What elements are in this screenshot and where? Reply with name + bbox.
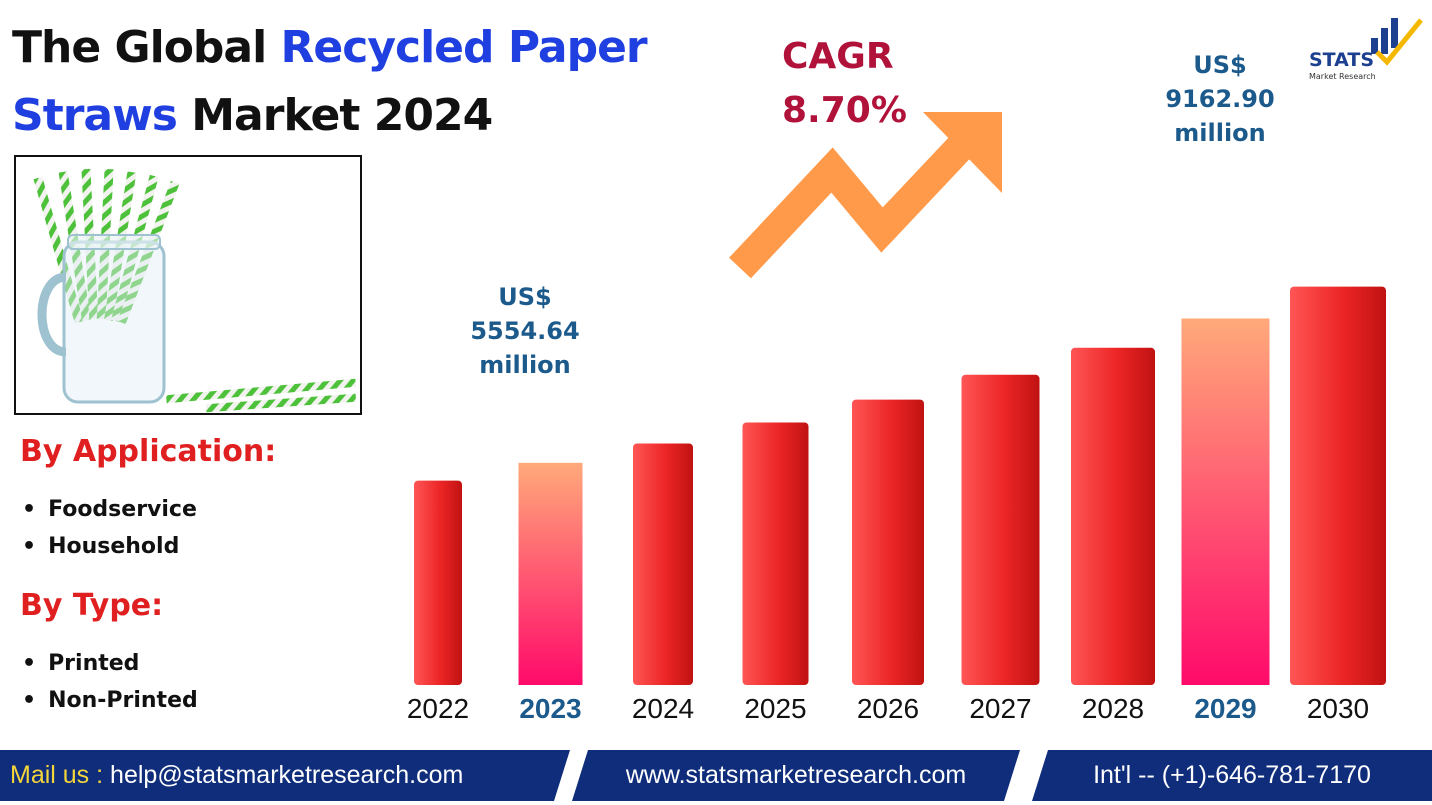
callout-2029: US$ 9162.90 million bbox=[1150, 48, 1290, 150]
bar-2026 bbox=[852, 399, 924, 685]
bar-2025 bbox=[742, 422, 809, 685]
bar-2024 bbox=[633, 443, 693, 685]
x-tick-label: 2027 bbox=[969, 693, 1031, 724]
x-tick-label: 2023 bbox=[519, 693, 581, 724]
x-tick-label: 2029 bbox=[1194, 693, 1256, 724]
footer-mail: Mail us : help@statsmarketresearch.com bbox=[0, 750, 570, 801]
list-item: Household bbox=[22, 528, 197, 565]
list-item: Foodservice bbox=[22, 491, 197, 528]
bar-2030 bbox=[1290, 286, 1386, 685]
callout-currency: US$ bbox=[498, 283, 552, 311]
email-link[interactable]: help@statsmarketresearch.com bbox=[110, 761, 464, 789]
callout-unit: million bbox=[479, 351, 571, 379]
callout-currency: US$ bbox=[1193, 51, 1247, 79]
list-item: Non-Printed bbox=[22, 682, 198, 719]
bar-chart-logo-icon: STATS Market Research bbox=[1309, 18, 1423, 81]
callout-unit: million bbox=[1174, 119, 1266, 147]
list-item: Printed bbox=[22, 645, 198, 682]
application-list: Foodservice Household bbox=[22, 491, 197, 565]
website-link[interactable]: www.statsmarketresearch.com bbox=[572, 750, 1020, 801]
paper-straws-jar-illustration bbox=[33, 168, 357, 413]
x-tick-label: 2022 bbox=[407, 693, 469, 724]
x-tick-label: 2028 bbox=[1082, 693, 1144, 724]
logo-subtext: Market Research bbox=[1309, 72, 1376, 81]
by-type-heading: By Type: bbox=[20, 588, 164, 623]
cagr-label: CAGR 8.70% bbox=[782, 30, 907, 138]
type-list: Printed Non-Printed bbox=[22, 645, 198, 719]
title-highlight: Recycled Paper Straws bbox=[12, 22, 648, 141]
bar-2022 bbox=[414, 480, 462, 685]
bar-2027 bbox=[961, 374, 1040, 685]
logo-text: STATS bbox=[1309, 49, 1374, 71]
market-size-bar-chart: 2022 2023 2024 2025 2026 2027 2028 2029 2030 bbox=[407, 286, 1386, 724]
bar-2023 bbox=[518, 462, 583, 685]
contact-footer: Mail us : help@statsmarketresearch.com w… bbox=[0, 750, 1432, 805]
callout-value: 9162.90 bbox=[1165, 85, 1275, 113]
title-part-1: The Global bbox=[12, 22, 281, 73]
x-tick-label: 2030 bbox=[1307, 693, 1369, 724]
cagr-value: 8.70% bbox=[782, 90, 907, 131]
bar-2028 bbox=[1071, 347, 1155, 685]
page-title: The Global Recycled Paper Straws Market … bbox=[12, 14, 752, 150]
product-image bbox=[14, 155, 362, 415]
callout-value: 5554.64 bbox=[470, 317, 580, 345]
stats-logo: STATS Market Research bbox=[1305, 12, 1425, 84]
callout-2023: US$ 5554.64 million bbox=[455, 280, 595, 382]
title-part-3: Market 2024 bbox=[176, 90, 493, 141]
growth-arrow-icon bbox=[729, 112, 1002, 279]
cagr-title: CAGR bbox=[782, 36, 894, 77]
bar-2029 bbox=[1181, 318, 1270, 685]
mail-label: Mail us : bbox=[10, 761, 104, 789]
x-tick-label: 2026 bbox=[857, 693, 919, 724]
phone-number[interactable]: Int'l -- (+1)-646-781-7170 bbox=[1032, 750, 1432, 801]
x-tick-label: 2024 bbox=[632, 693, 694, 724]
x-tick-label: 2025 bbox=[744, 693, 806, 724]
by-application-heading: By Application: bbox=[20, 434, 277, 469]
